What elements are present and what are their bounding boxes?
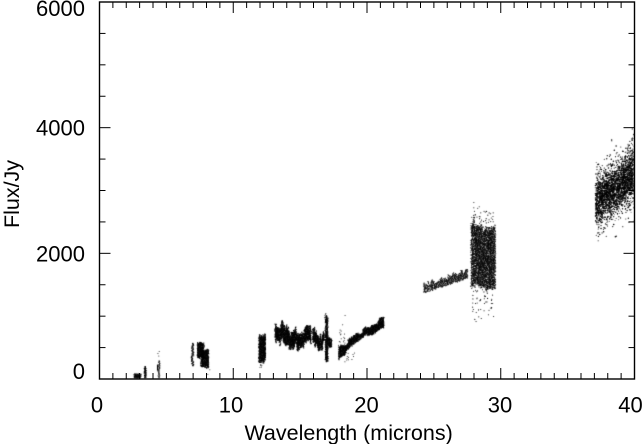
svg-text:6000: 6000 bbox=[36, 0, 85, 21]
svg-text:40: 40 bbox=[618, 393, 642, 418]
svg-text:0: 0 bbox=[73, 359, 85, 384]
svg-text:20: 20 bbox=[354, 393, 378, 418]
svg-text:Flux/Jy: Flux/Jy bbox=[0, 160, 24, 228]
svg-text:4000: 4000 bbox=[36, 116, 85, 141]
svg-text:2000: 2000 bbox=[36, 241, 85, 266]
svg-text:Wavelength (microns): Wavelength (microns) bbox=[244, 421, 452, 444]
svg-text:30: 30 bbox=[488, 393, 512, 418]
svg-text:10: 10 bbox=[219, 393, 243, 418]
svg-text:0: 0 bbox=[91, 393, 103, 418]
